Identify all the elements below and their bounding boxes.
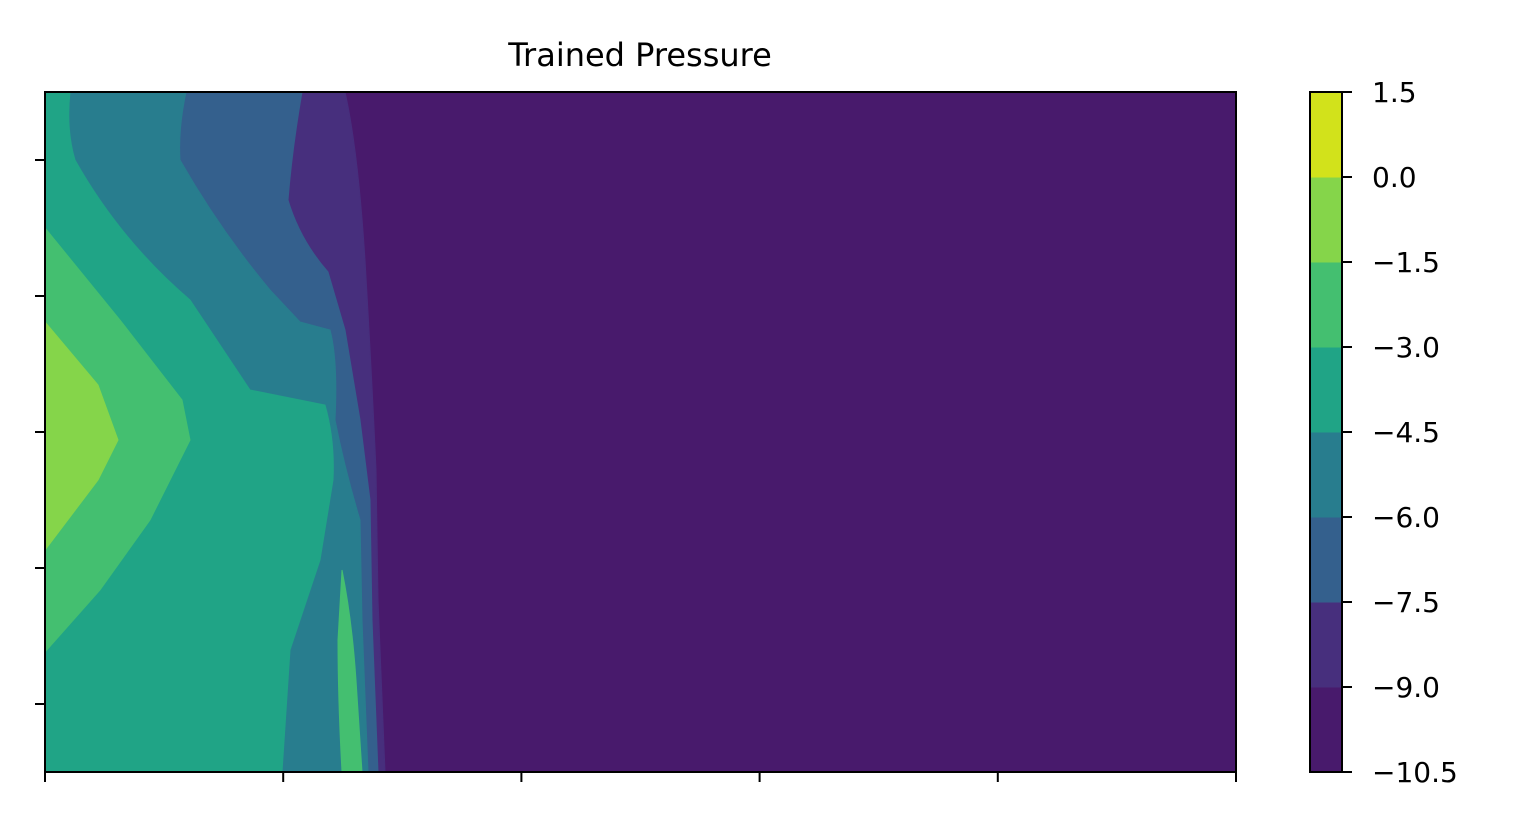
colorbar-segment (1310, 687, 1342, 773)
colorbar: −10.5 −9.0 −7.5 −6.0 −4.5 −3.0 −1.5 0.0 1.5 (1309, 76, 1458, 789)
colorbar-tick-label: 1.5 (1372, 76, 1417, 109)
colorbar-segment (1310, 92, 1342, 178)
colorbar-tick-label: −9.0 (1372, 671, 1440, 704)
band-1.5-0.0 (45, 321, 119, 551)
chart-title: Trained Pressure (507, 36, 772, 74)
y-axis-ticks (35, 159, 45, 705)
colorbar-segment (1310, 347, 1342, 433)
colorbar-tick-label: −10.5 (1372, 756, 1458, 789)
colorbar-segment (1310, 262, 1342, 348)
colorbar-tick-label: −1.5 (1372, 246, 1440, 279)
band-3.0-1.5-sliver (337, 569, 363, 772)
colorbar-segment (1310, 517, 1342, 603)
colorbar-tick-label: −4.5 (1372, 416, 1440, 449)
colorbar-tick-label: −7.5 (1372, 586, 1440, 619)
band-4.5-3.0 (45, 92, 334, 772)
x-axis-ticks (44, 772, 1237, 782)
colorbar-tick-label: −3.0 (1372, 331, 1440, 364)
colorbar-tick-label: 0.0 (1372, 161, 1417, 194)
colorbar-segment (1310, 602, 1342, 688)
colorbar-tick-label: −6.0 (1372, 501, 1440, 534)
colorbar-segment (1310, 432, 1342, 518)
plot-area (45, 92, 1236, 772)
colorbar-segment (1310, 177, 1342, 263)
